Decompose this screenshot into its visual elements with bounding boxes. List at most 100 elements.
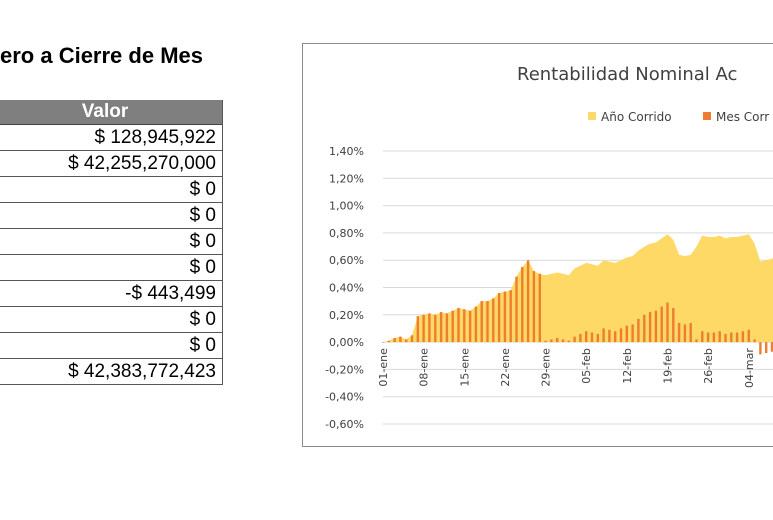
bar-mes-corr [724, 333, 727, 343]
bar-mes-corr [631, 324, 634, 343]
y-tick-label: 1,40% [329, 145, 364, 158]
bar-mes-corr [643, 314, 646, 343]
x-tick-label: 19-feb [661, 348, 674, 384]
bar-mes-corr [451, 310, 454, 343]
bar-mes-corr [573, 336, 576, 343]
bar-mes-corr [608, 329, 611, 343]
bar-mes-corr [503, 291, 507, 343]
x-axis: 01-ene 08-ene 15-ene 22-ene 29-ene 05-feb 12-f… [377, 348, 756, 388]
bar-mes-corr [712, 332, 716, 343]
bar-mes-corr [474, 306, 478, 343]
table-row: $ 0 [0, 203, 222, 229]
y-tick-label: 0,80% [329, 227, 364, 240]
table-body: $ 128,945,922 $ 42,255,270,000 $ 0 $ 0 $ 0 $ … [0, 125, 222, 385]
bar-mes-corr [602, 328, 605, 343]
bar-mes-corr [677, 323, 681, 343]
legend-swatch-mes-corr [703, 112, 711, 120]
bar-mes-corr [445, 313, 449, 343]
bar-series-mes-corr [381, 260, 773, 355]
bar-mes-corr [410, 335, 414, 343]
bar-mes-corr [515, 276, 518, 343]
bar-mes-corr [567, 340, 570, 343]
bar-mes-corr [486, 301, 489, 343]
table-row: $ 42,255,270,000 [0, 151, 222, 177]
bar-mes-corr [765, 342, 768, 353]
chart-panel: Rentabilidad Nominal Ac Año Corrido Mes … [302, 43, 773, 447]
bar-mes-corr [561, 339, 565, 343]
bar-mes-corr [457, 308, 460, 343]
bar-mes-corr [596, 333, 599, 343]
values-table: Valor $ 128,945,922 $ 42,255,270,000 $ 0 $ … [0, 100, 223, 385]
y-tick-label: 1,00% [329, 200, 364, 213]
bar-mes-corr [463, 309, 466, 343]
bar-mes-corr [393, 338, 396, 343]
y-tick-label: -0,40% [325, 391, 364, 404]
table-row: $ 0 [0, 333, 222, 359]
x-tick-label: 08-ene [418, 348, 431, 387]
bar-mes-corr [550, 339, 553, 343]
bar-mes-corr [422, 314, 425, 343]
page-heading: ero a Cierre de Mes [0, 43, 203, 68]
bar-mes-corr [556, 338, 559, 343]
y-tick-label: 0,60% [329, 254, 364, 267]
bar-mes-corr [399, 336, 402, 343]
bar-mes-corr [428, 313, 431, 343]
bar-mes-corr [666, 302, 669, 343]
table-row: $ 0 [0, 255, 222, 281]
bar-mes-corr [544, 340, 547, 343]
bar-mes-corr [480, 301, 483, 343]
x-tick-label: 04-mar [743, 348, 756, 388]
legend-label-ano-corrido: Año Corrido [601, 110, 672, 124]
bar-mes-corr [637, 318, 640, 343]
y-tick-label: 0,00% [329, 336, 364, 349]
x-tick-label: 22-ene [499, 348, 512, 387]
x-tick-label: 26-feb [702, 348, 715, 384]
bar-mes-corr [695, 339, 698, 343]
bar-mes-corr [468, 310, 472, 343]
chart-svg: Rentabilidad Nominal Ac Año Corrido Mes … [325, 64, 773, 431]
bar-mes-corr [521, 267, 524, 343]
bar-mes-corr [706, 332, 710, 343]
bar-mes-corr [439, 312, 443, 343]
table-row: $ 0 [0, 307, 222, 333]
x-tick-label: 12-feb [621, 348, 634, 384]
table-header-valor: Valor [0, 100, 222, 125]
bar-mes-corr [579, 333, 582, 343]
bar-mes-corr [683, 324, 687, 343]
table-row: $ 0 [0, 177, 222, 203]
table-row: -$ 443,499 [0, 281, 222, 307]
table-row: $ 42,383,772,423 [0, 359, 222, 385]
bar-mes-corr [625, 325, 628, 343]
bar-mes-corr [619, 328, 623, 343]
table-row: $ 0 [0, 229, 222, 255]
bar-mes-corr [718, 331, 721, 343]
bar-mes-corr [381, 342, 385, 343]
x-tick-label: 15-ene [458, 348, 471, 387]
x-tick-label: 05-feb [580, 348, 593, 384]
bar-mes-corr [735, 332, 739, 343]
y-axis: 1,40% 1,20% 1,00% 0,80% 0,60% 0,40% 0,20% 0,00%… [325, 145, 364, 431]
bar-mes-corr [585, 331, 588, 343]
bar-mes-corr [497, 293, 501, 343]
x-tick-label: 01-ene [377, 348, 390, 387]
bar-mes-corr [648, 312, 652, 343]
y-tick-label: -0,60% [325, 418, 364, 431]
bar-mes-corr [770, 342, 773, 352]
legend-label-mes-corr: Mes Corr [716, 110, 769, 124]
bar-mes-corr [590, 332, 594, 343]
bar-mes-corr [654, 310, 658, 343]
bar-mes-corr [701, 331, 704, 343]
bar-mes-corr [509, 290, 512, 343]
bar-mes-corr [387, 340, 390, 343]
table-row: $ 128,945,922 [0, 125, 222, 151]
bar-mes-corr [753, 339, 756, 343]
bar-mes-corr [672, 308, 675, 343]
y-tick-label: 1,20% [329, 172, 364, 185]
bar-mes-corr [405, 339, 408, 343]
legend-swatch-ano-corrido [588, 112, 596, 120]
bar-mes-corr [434, 314, 437, 343]
bar-mes-corr [492, 298, 495, 343]
bar-mes-corr [614, 331, 617, 343]
chart-legend: Año Corrido Mes Corr [588, 110, 769, 124]
bar-mes-corr [759, 342, 762, 355]
